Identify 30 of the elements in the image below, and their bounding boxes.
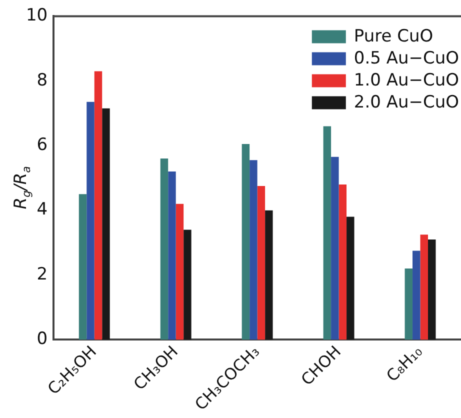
bar	[404, 268, 413, 340]
legend-label: 2.0 Au−CuO	[354, 92, 460, 113]
bar	[86, 102, 94, 340]
legend-label: 0.5 Au−CuO	[354, 48, 460, 69]
bar	[346, 216, 354, 340]
legend-label: 1.0 Au−CuO	[354, 70, 460, 91]
bar	[338, 184, 347, 340]
legend-label: Pure CuO	[354, 26, 434, 47]
bar	[102, 108, 110, 340]
y-tick-label: 2	[36, 264, 48, 284]
y-tick-label: 0	[36, 329, 48, 350]
bar	[257, 186, 266, 340]
bar	[331, 156, 339, 340]
bar	[160, 158, 168, 340]
y-tick-label: 8	[36, 70, 48, 90]
bar	[250, 160, 258, 340]
bar	[428, 239, 436, 340]
bar	[323, 126, 332, 340]
y-tick-label: 10	[26, 6, 48, 26]
bar	[176, 204, 184, 340]
bar	[94, 71, 102, 340]
bar	[78, 194, 87, 340]
bar	[412, 250, 420, 340]
bar	[242, 144, 250, 340]
bar	[184, 230, 192, 340]
bar	[420, 234, 428, 340]
y-tick-label: 6	[36, 135, 48, 156]
bar	[168, 171, 176, 340]
y-tick-label: 4	[36, 200, 48, 220]
bar	[265, 210, 273, 340]
